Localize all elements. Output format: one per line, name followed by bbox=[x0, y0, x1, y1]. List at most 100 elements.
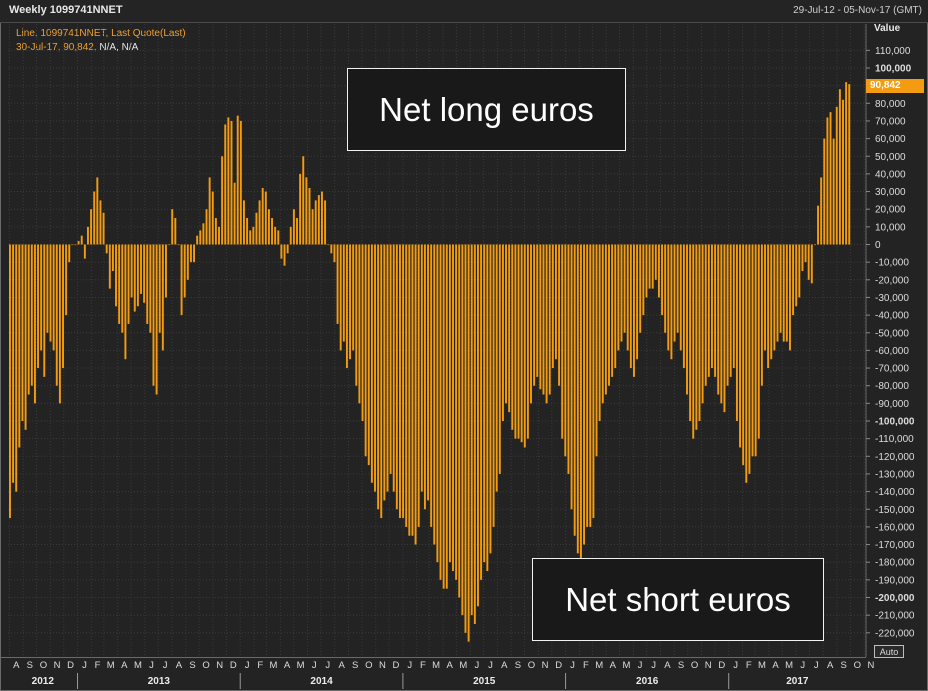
data-bar bbox=[573, 244, 576, 536]
data-bar bbox=[536, 244, 539, 377]
data-bar bbox=[414, 244, 417, 545]
data-bar bbox=[199, 230, 202, 245]
data-bar bbox=[748, 244, 751, 474]
y-tick-label: -90,000 bbox=[875, 399, 909, 410]
data-bar bbox=[530, 244, 532, 404]
data-bar bbox=[68, 244, 71, 263]
year-label: 2015 bbox=[473, 676, 496, 687]
data-bar bbox=[370, 244, 373, 483]
data-bar bbox=[311, 209, 314, 245]
data-bar bbox=[667, 244, 670, 351]
data-bar bbox=[676, 244, 679, 333]
y-tick-label: -20,000 bbox=[875, 275, 909, 286]
data-bar bbox=[657, 244, 660, 298]
data-bar bbox=[40, 244, 43, 351]
data-bar bbox=[90, 209, 93, 245]
data-bar bbox=[642, 244, 645, 316]
month-label: N bbox=[867, 660, 874, 671]
month-label: J bbox=[82, 660, 87, 671]
data-bar bbox=[723, 244, 726, 413]
data-bar bbox=[842, 99, 844, 245]
data-bar bbox=[165, 244, 167, 298]
chart-title: Weekly 1099741NNET bbox=[9, 4, 123, 16]
data-bar bbox=[239, 120, 242, 245]
data-bar bbox=[308, 188, 311, 245]
data-bar bbox=[707, 244, 710, 377]
data-bar bbox=[686, 244, 688, 395]
month-label: J bbox=[800, 660, 805, 671]
data-bar bbox=[601, 244, 604, 404]
data-bar bbox=[589, 244, 592, 527]
month-label: D bbox=[230, 660, 237, 671]
data-bar bbox=[651, 244, 654, 289]
last-quote-text: 30-Jul-17, 90,842, bbox=[16, 42, 97, 53]
data-bar bbox=[289, 226, 292, 245]
data-bar bbox=[754, 244, 757, 457]
data-bar bbox=[664, 244, 667, 333]
y-tick-label: 70,000 bbox=[875, 116, 906, 127]
data-bar bbox=[832, 138, 835, 245]
data-bar bbox=[280, 244, 283, 259]
month-label: N bbox=[216, 660, 223, 671]
data-bar bbox=[52, 244, 55, 351]
data-bar bbox=[277, 230, 280, 245]
data-bar bbox=[645, 244, 648, 298]
y-tick-label: -70,000 bbox=[875, 364, 909, 375]
month-label: J bbox=[570, 660, 575, 671]
data-bar bbox=[576, 244, 579, 554]
data-bar bbox=[583, 244, 586, 545]
month-label: M bbox=[459, 660, 467, 671]
month-label: N bbox=[705, 660, 712, 671]
data-bar bbox=[274, 226, 277, 245]
data-bar bbox=[283, 244, 286, 266]
data-bar bbox=[461, 244, 464, 616]
data-bar bbox=[555, 244, 557, 360]
data-bar bbox=[673, 244, 676, 342]
data-bar bbox=[352, 244, 355, 351]
data-bar bbox=[745, 244, 748, 483]
auto-scale-button[interactable]: Auto bbox=[874, 645, 904, 658]
data-bar bbox=[264, 191, 267, 245]
data-bar bbox=[826, 117, 829, 245]
month-label: O bbox=[202, 660, 209, 671]
data-bar bbox=[227, 117, 230, 245]
data-bar bbox=[349, 244, 352, 360]
data-bar bbox=[792, 244, 795, 316]
month-label: J bbox=[312, 660, 317, 671]
data-bar bbox=[720, 244, 723, 404]
data-bar bbox=[845, 82, 848, 245]
data-bar bbox=[336, 244, 339, 324]
y-tick-label: -130,000 bbox=[875, 469, 915, 480]
data-bar bbox=[233, 182, 236, 245]
data-bar bbox=[96, 177, 99, 245]
data-bar bbox=[399, 244, 401, 519]
data-bar bbox=[820, 177, 823, 245]
y-tick-label: -60,000 bbox=[875, 346, 909, 357]
data-bar bbox=[729, 244, 732, 377]
data-bar bbox=[205, 209, 208, 245]
month-label: J bbox=[149, 660, 154, 671]
data-bar bbox=[835, 106, 838, 245]
year-label: 2014 bbox=[310, 676, 333, 687]
data-bar bbox=[470, 244, 473, 616]
data-bar bbox=[386, 244, 389, 492]
series-legend[interactable]: Line, 1099741NNET, Last Quote(Last) bbox=[16, 28, 186, 39]
data-bar bbox=[455, 244, 458, 580]
data-bar bbox=[505, 244, 508, 404]
data-bar bbox=[701, 244, 704, 404]
month-label: A bbox=[121, 660, 128, 671]
data-bar bbox=[93, 191, 96, 245]
last-quote-na: N/A, N/A bbox=[99, 42, 139, 53]
data-bar bbox=[561, 244, 564, 439]
data-bar bbox=[367, 244, 370, 466]
month-label: N bbox=[542, 660, 549, 671]
data-bar bbox=[611, 244, 614, 377]
y-tick-label: -80,000 bbox=[875, 381, 909, 392]
data-bar bbox=[18, 244, 21, 448]
month-label: M bbox=[785, 660, 793, 671]
data-bar bbox=[377, 244, 380, 510]
data-bar bbox=[62, 244, 64, 369]
data-bar bbox=[773, 244, 776, 351]
data-bar bbox=[695, 244, 698, 430]
data-bar bbox=[483, 244, 486, 563]
